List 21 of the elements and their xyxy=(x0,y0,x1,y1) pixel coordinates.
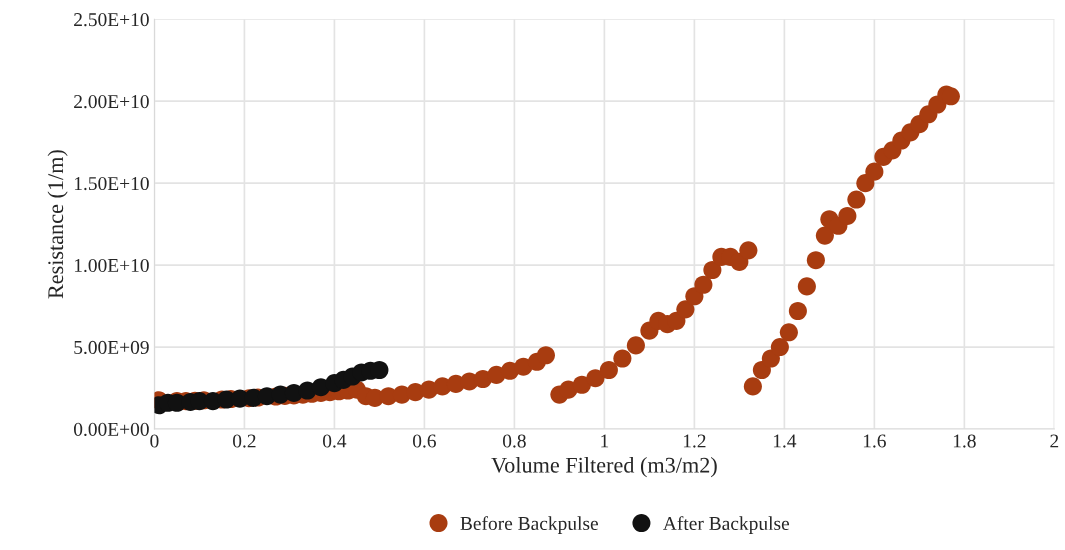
legend-label: After Backpulse xyxy=(663,516,790,534)
x-tick-label: 0.6 xyxy=(412,434,436,448)
y-tick-label: 2.00E+10 xyxy=(74,95,149,109)
x-tick-label: 1 xyxy=(601,434,609,448)
x-tick-label: 0.4 xyxy=(323,434,347,448)
x-tick-label: 0 xyxy=(150,434,159,448)
y-tick-label: 0.00E+00 xyxy=(73,422,149,437)
y-tick-label: 1.50E+10 xyxy=(74,176,149,191)
x-tick-label: 0.8 xyxy=(502,434,526,448)
x-axis-title: Volume Filtered (m3/m2) xyxy=(491,457,717,478)
y-tick-label: 5.00E+09 xyxy=(74,340,149,355)
legend-label: Before Backpulse xyxy=(460,516,598,534)
x-tick-label: 1.6 xyxy=(863,434,886,448)
y-tick-label: 1.00E+10 xyxy=(74,258,149,273)
y-tick-label: 2.50E+10 xyxy=(74,13,149,27)
y-axis-title: Resistance (1/m) xyxy=(47,150,68,299)
x-tick-label: 1.8 xyxy=(953,434,976,448)
x-tick-label: 2 xyxy=(1050,434,1059,448)
x-tick-label: 1.2 xyxy=(683,434,706,448)
x-tick-label: 0.2 xyxy=(233,434,256,448)
x-tick-label: 1.4 xyxy=(773,434,797,448)
